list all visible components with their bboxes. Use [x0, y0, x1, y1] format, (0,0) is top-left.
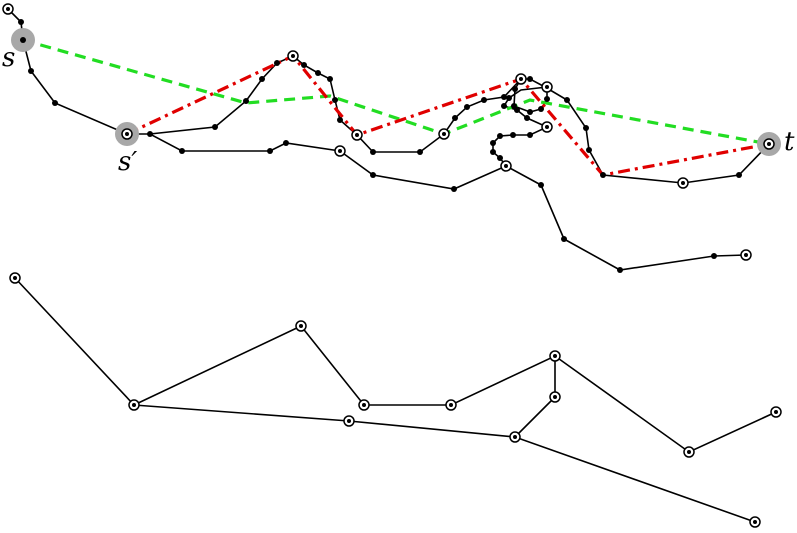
lower-polyline-3	[514, 356, 556, 438]
lower-polyline-2	[133, 404, 756, 523]
lower-polyline	[14, 277, 777, 453]
vertex-dots	[18, 19, 772, 273]
upper-polyline-3	[492, 78, 549, 167]
ringed-vertices	[2, 3, 782, 528]
label-s: s	[2, 43, 15, 73]
label-t: t	[784, 127, 795, 157]
upper-polyline-2	[149, 55, 770, 184]
red-dashdot-path	[126, 54, 770, 177]
ringed-vertex-centers	[6, 7, 778, 524]
label-s-prime: s′	[118, 147, 137, 177]
